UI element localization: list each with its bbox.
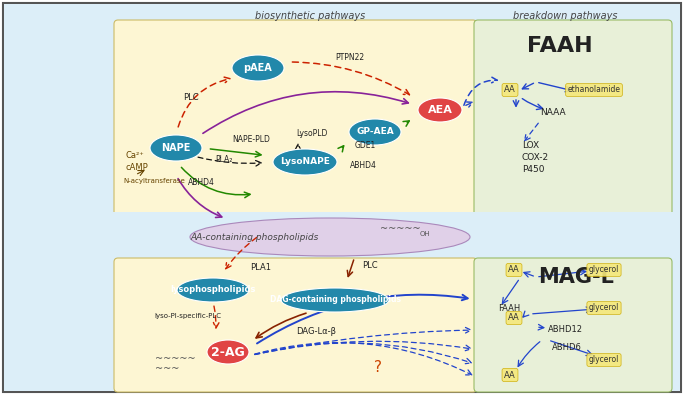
Text: PLC: PLC <box>362 261 378 270</box>
Text: lysophospholipids: lysophospholipids <box>170 286 256 295</box>
Text: NAPE-PLD: NAPE-PLD <box>232 135 270 144</box>
FancyBboxPatch shape <box>114 20 477 216</box>
Ellipse shape <box>232 55 284 81</box>
Text: AEA: AEA <box>428 105 452 115</box>
Text: Ca²⁺: Ca²⁺ <box>125 151 144 160</box>
Text: PTPN22: PTPN22 <box>335 53 364 62</box>
Text: PLA₂: PLA₂ <box>215 155 233 164</box>
Text: MAG-L: MAG-L <box>538 267 614 287</box>
Text: LysoPLD: LysoPLD <box>296 129 328 138</box>
Text: OH: OH <box>420 231 431 237</box>
Text: DAG-containing phospholipids: DAG-containing phospholipids <box>269 295 401 305</box>
Text: glycerol: glycerol <box>589 265 619 275</box>
Ellipse shape <box>281 288 389 312</box>
Text: GP-AEA: GP-AEA <box>356 128 394 137</box>
Ellipse shape <box>150 135 202 161</box>
Text: biosynthetic pathways: biosynthetic pathways <box>255 11 365 21</box>
Text: 2-AG: 2-AG <box>211 346 245 359</box>
Ellipse shape <box>349 119 401 145</box>
Text: PLC: PLC <box>183 93 198 102</box>
Ellipse shape <box>177 278 249 302</box>
Text: cAMP: cAMP <box>125 163 148 172</box>
Text: lyso-PI-specific-PLC: lyso-PI-specific-PLC <box>155 313 222 319</box>
Text: ~~~~~: ~~~~~ <box>380 224 420 234</box>
Text: AA: AA <box>504 371 516 380</box>
Ellipse shape <box>190 218 470 256</box>
Text: FAAH: FAAH <box>527 36 593 56</box>
Text: DAG-Lα-β: DAG-Lα-β <box>296 327 336 336</box>
Text: COX-2: COX-2 <box>522 153 549 162</box>
Text: GDE1: GDE1 <box>355 141 376 150</box>
Text: ABHD6: ABHD6 <box>552 343 582 352</box>
Text: AA: AA <box>508 265 520 275</box>
Text: NAPE: NAPE <box>161 143 191 153</box>
FancyBboxPatch shape <box>114 258 477 392</box>
Text: AA-containing phospholipids: AA-containing phospholipids <box>191 233 319 241</box>
Text: ABHD4: ABHD4 <box>188 178 215 187</box>
Text: ~~~: ~~~ <box>155 364 179 374</box>
FancyBboxPatch shape <box>4 212 680 262</box>
Text: LOX: LOX <box>522 141 539 150</box>
Text: breakdown pathways: breakdown pathways <box>513 11 617 21</box>
Text: FAAH: FAAH <box>498 304 521 313</box>
Text: NAAA: NAAA <box>540 108 566 117</box>
FancyBboxPatch shape <box>4 4 680 391</box>
Text: P450: P450 <box>522 165 544 174</box>
Text: ABHD4: ABHD4 <box>350 161 377 170</box>
Text: PLA1: PLA1 <box>250 263 271 272</box>
Text: glycerol: glycerol <box>589 303 619 312</box>
Text: AA: AA <box>508 314 520 322</box>
Text: ~~~~~: ~~~~~ <box>155 354 196 364</box>
Ellipse shape <box>418 98 462 122</box>
Text: N-acyltransferase: N-acyltransferase <box>123 178 185 184</box>
Ellipse shape <box>207 340 249 364</box>
Text: LysoNAPE: LysoNAPE <box>280 158 330 167</box>
Text: pAEA: pAEA <box>244 63 272 73</box>
Ellipse shape <box>273 149 337 175</box>
Text: ABHD12: ABHD12 <box>548 325 583 334</box>
Text: AA: AA <box>504 85 516 94</box>
FancyBboxPatch shape <box>474 20 672 216</box>
FancyBboxPatch shape <box>474 258 672 392</box>
FancyBboxPatch shape <box>3 3 681 392</box>
Text: ?: ? <box>374 360 382 375</box>
Text: ethanolamide: ethanolamide <box>568 85 620 94</box>
Text: glycerol: glycerol <box>589 356 619 365</box>
